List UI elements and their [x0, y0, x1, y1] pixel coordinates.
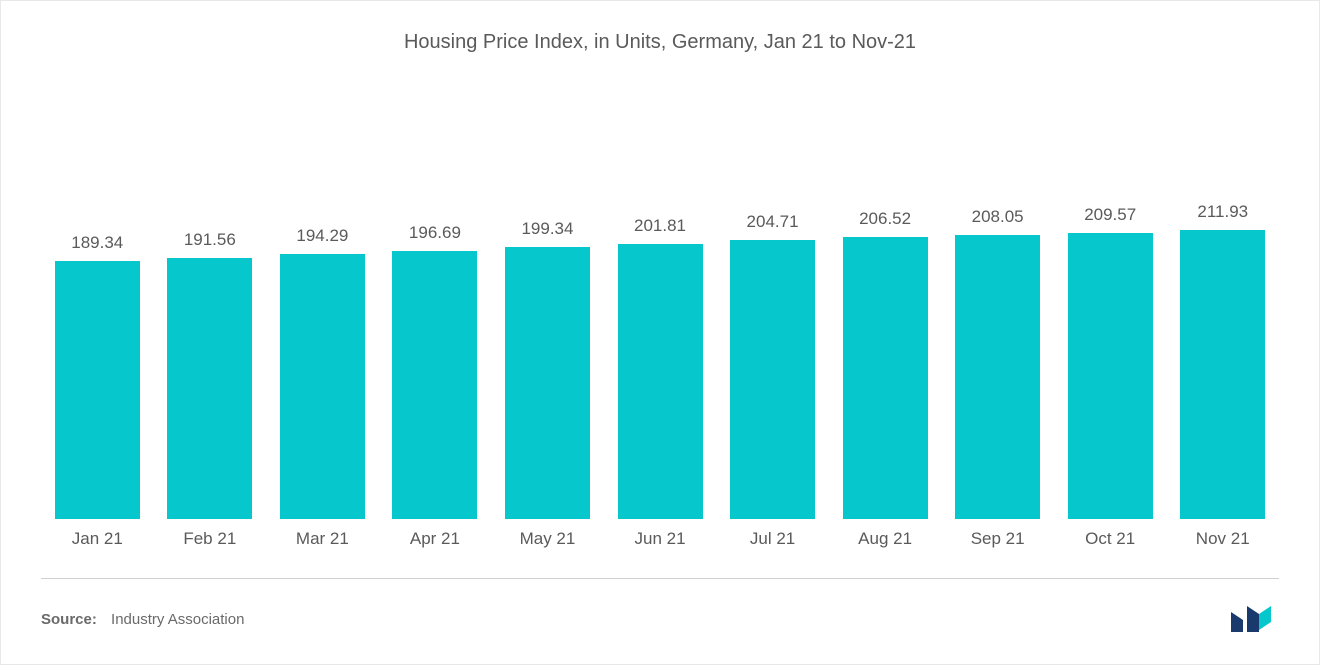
bar-value-label: 191.56 [184, 230, 236, 250]
bar-category-label: Jan 21 [72, 529, 123, 553]
bar-category-label: Apr 21 [410, 529, 460, 553]
bar [55, 261, 140, 519]
bar-category-label: Feb 21 [183, 529, 236, 553]
bar-group: 194.29 Mar 21 [272, 174, 373, 553]
bar [843, 237, 928, 519]
bar-value-label: 208.05 [972, 207, 1024, 227]
bar-value-label: 204.71 [747, 212, 799, 232]
bar [1180, 230, 1265, 519]
bar [280, 254, 365, 519]
bar [1068, 233, 1153, 519]
bar-value-label: 209.57 [1084, 205, 1136, 225]
chart-area: 189.34 Jan 21 191.56 Feb 21 194.29 Mar 21 196.… [41, 64, 1279, 553]
bar-category-label: Sep 21 [971, 529, 1025, 553]
bar-category-label: Mar 21 [296, 529, 349, 553]
source-label: Source: [41, 611, 97, 628]
bar-value-label: 194.29 [296, 226, 348, 246]
bar-group: 209.57 Oct 21 [1060, 174, 1161, 553]
bar [505, 247, 590, 519]
bar-value-label: 196.69 [409, 223, 461, 243]
bar-value-label: 189.34 [71, 233, 123, 253]
bar [730, 240, 815, 519]
bar-category-label: May 21 [520, 529, 576, 553]
bar-group: 201.81 Jun 21 [610, 174, 711, 553]
bar-category-label: Nov 21 [1196, 529, 1250, 553]
bar-value-label: 201.81 [634, 216, 686, 236]
bar [955, 235, 1040, 519]
bar-group: 211.93 Nov 21 [1172, 174, 1273, 553]
brand-logo [1229, 604, 1279, 634]
bar-category-label: Jun 21 [634, 529, 685, 553]
bar-group: 189.34 Jan 21 [47, 174, 148, 553]
source-citation: Source: Industry Association [41, 611, 244, 628]
bar-value-label: 199.34 [521, 219, 573, 239]
bar-group: 196.69 Apr 21 [385, 174, 486, 553]
bar-group: 206.52 Aug 21 [835, 174, 936, 553]
bar-group: 199.34 May 21 [497, 174, 598, 553]
bar [392, 251, 477, 519]
bar-category-label: Aug 21 [858, 529, 912, 553]
bar-group: 208.05 Sep 21 [947, 174, 1048, 553]
bar-group: 204.71 Jul 21 [722, 174, 823, 553]
bar-category-label: Oct 21 [1085, 529, 1135, 553]
bar [167, 258, 252, 519]
bar-group: 191.56 Feb 21 [160, 174, 261, 553]
bar-value-label: 206.52 [859, 209, 911, 229]
bar [618, 244, 703, 519]
bar-category-label: Jul 21 [750, 529, 795, 553]
bar-value-label: 211.93 [1197, 202, 1248, 222]
chart-title: Housing Price Index, in Units, Germany, … [41, 31, 1279, 54]
chart-container: Housing Price Index, in Units, Germany, … [1, 1, 1319, 664]
chart-footer: Source: Industry Association [41, 578, 1279, 634]
source-value: Industry Association [111, 611, 244, 628]
